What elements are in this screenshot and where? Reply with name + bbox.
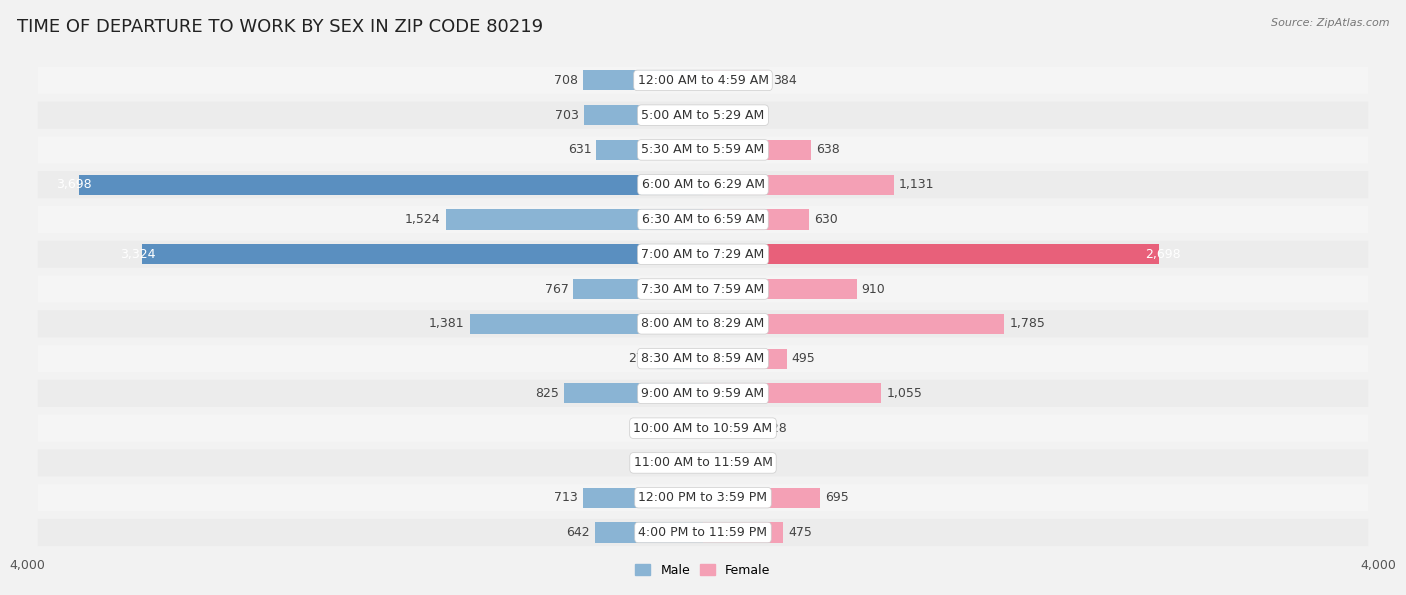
Bar [470,314,703,334]
Bar [595,522,703,543]
Text: 241: 241 [634,422,657,435]
Text: 7:00 AM to 7:29 AM: 7:00 AM to 7:29 AM [641,248,765,261]
Bar [703,418,758,439]
Text: 384: 384 [773,74,797,87]
Text: 2,698: 2,698 [1144,248,1181,261]
Bar [703,522,783,543]
Text: 106: 106 [657,456,681,469]
Text: 1,785: 1,785 [1010,317,1045,330]
Text: 631: 631 [568,143,592,156]
FancyBboxPatch shape [38,345,1368,372]
Bar [703,383,882,403]
Text: 1,524: 1,524 [405,213,440,226]
Bar [703,488,820,508]
Text: 12:00 PM to 3:59 PM: 12:00 PM to 3:59 PM [638,491,768,504]
FancyBboxPatch shape [38,380,1368,407]
FancyBboxPatch shape [38,206,1368,233]
Text: 695: 695 [825,491,849,504]
Bar [703,105,733,125]
FancyBboxPatch shape [38,310,1368,337]
Text: 1,055: 1,055 [886,387,922,400]
FancyBboxPatch shape [38,519,1368,546]
Bar [703,140,811,160]
Bar [142,244,703,264]
FancyBboxPatch shape [38,241,1368,268]
Text: 708: 708 [554,74,578,87]
Text: 825: 825 [534,387,558,400]
Bar [596,140,703,160]
Text: 495: 495 [792,352,815,365]
Bar [582,488,703,508]
Text: 703: 703 [555,109,579,121]
Bar [703,174,894,195]
Text: 638: 638 [815,143,839,156]
Text: 274: 274 [628,352,651,365]
Text: 7:30 AM to 7:59 AM: 7:30 AM to 7:59 AM [641,283,765,296]
Text: 5:30 AM to 5:59 AM: 5:30 AM to 5:59 AM [641,143,765,156]
FancyBboxPatch shape [38,171,1368,198]
Bar [703,279,856,299]
FancyBboxPatch shape [38,415,1368,441]
FancyBboxPatch shape [38,102,1368,129]
Bar [662,418,703,439]
Text: 328: 328 [763,422,787,435]
Bar [703,209,810,230]
Text: 1,381: 1,381 [429,317,465,330]
Bar [703,70,768,90]
Bar [574,279,703,299]
FancyBboxPatch shape [38,67,1368,94]
Text: 3,698: 3,698 [56,178,91,191]
Legend: Male, Female: Male, Female [630,559,776,582]
Text: 83: 83 [723,456,738,469]
FancyBboxPatch shape [38,136,1368,164]
Text: 4:00 PM to 11:59 PM: 4:00 PM to 11:59 PM [638,526,768,539]
Text: TIME OF DEPARTURE TO WORK BY SEX IN ZIP CODE 80219: TIME OF DEPARTURE TO WORK BY SEX IN ZIP … [17,18,543,36]
Bar [446,209,703,230]
Text: 6:00 AM to 6:29 AM: 6:00 AM to 6:29 AM [641,178,765,191]
Bar [703,244,1159,264]
Text: 8:30 AM to 8:59 AM: 8:30 AM to 8:59 AM [641,352,765,365]
Bar [564,383,703,403]
Text: 630: 630 [814,213,838,226]
Bar [585,105,703,125]
Text: 910: 910 [862,283,886,296]
FancyBboxPatch shape [38,449,1368,477]
Bar [583,70,703,90]
Text: 6:30 AM to 6:59 AM: 6:30 AM to 6:59 AM [641,213,765,226]
Text: 8:00 AM to 8:29 AM: 8:00 AM to 8:29 AM [641,317,765,330]
Bar [703,314,1004,334]
FancyBboxPatch shape [38,484,1368,511]
Text: 9:00 AM to 9:59 AM: 9:00 AM to 9:59 AM [641,387,765,400]
Bar [703,453,717,473]
Text: 11:00 AM to 11:59 AM: 11:00 AM to 11:59 AM [634,456,772,469]
Text: 475: 475 [789,526,813,539]
Text: 3,324: 3,324 [120,248,155,261]
Text: 10:00 AM to 10:59 AM: 10:00 AM to 10:59 AM [634,422,772,435]
Text: 713: 713 [554,491,578,504]
Text: 1,131: 1,131 [898,178,935,191]
Bar [685,453,703,473]
Text: Source: ZipAtlas.com: Source: ZipAtlas.com [1271,18,1389,28]
Text: 12:00 AM to 4:59 AM: 12:00 AM to 4:59 AM [637,74,769,87]
Text: 178: 178 [738,109,762,121]
FancyBboxPatch shape [38,275,1368,303]
Text: 642: 642 [565,526,589,539]
Bar [657,349,703,369]
Bar [79,174,703,195]
Text: 767: 767 [544,283,568,296]
Text: 5:00 AM to 5:29 AM: 5:00 AM to 5:29 AM [641,109,765,121]
Bar [703,349,786,369]
